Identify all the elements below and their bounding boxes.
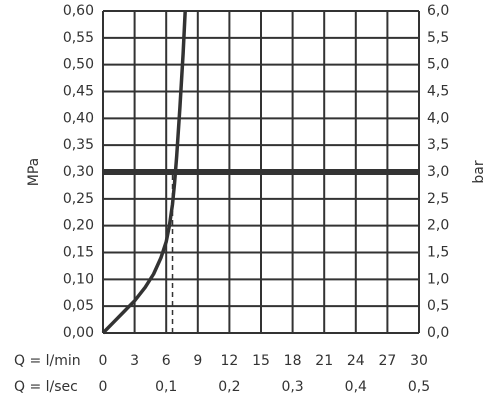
x-axis-lmin-tick-label: 21 [315,353,333,369]
right-axis-tick-label: 2,5 [427,191,449,207]
right-axis-title: bar [471,160,487,183]
x-axis-lmin-tick-label: 6 [162,353,171,369]
x-axis-lmin-tick-label: 24 [347,353,365,369]
left-axis-tick-label: 0,00 [63,325,94,341]
x-axis-lmin-tick-label: 0 [99,353,108,369]
x-axis-lsec-tick-label: 0 [99,379,108,395]
right-axis-tick-label: 4,0 [427,110,449,126]
series-line [101,10,187,335]
right-axis-tick-label: 6,0 [427,3,449,19]
x-axis-lmin-tick-label: 9 [193,353,202,369]
right-axis-tick-label: 5,0 [427,57,449,73]
right-axis-tick-label: 2,0 [427,218,449,234]
x-axis-lsec-prefix: Q = l/sec [14,379,78,395]
right-axis-tick-label: 4,5 [427,84,449,100]
left-axis-tick-label: 0,35 [63,137,94,153]
x-axis-lsec-tick-label: 0,2 [218,379,240,395]
left-axis-tick-label: 0,60 [63,3,94,19]
right-axis-tick-label: 3,0 [427,164,449,180]
right-axis-tick-label: 0,0 [427,325,449,341]
x-axis-lsec-tick-label: 0,4 [345,379,367,395]
left-axis-tick-label: 0,30 [63,164,94,180]
right-axis-tick-label: 5,5 [427,30,449,46]
x-axis-lsec-tick-label: 0,3 [281,379,303,395]
left-axis-tick-label: 0,55 [63,30,94,46]
plot-area [101,10,419,335]
right-axis-tick-label: 1,5 [427,245,449,261]
right-axis-tick-label: 0,5 [427,298,449,314]
left-axis-tick-label: 0,20 [63,218,94,234]
left-axis-tick-label: 0,25 [63,191,94,207]
left-axis-title: MPa [26,158,42,186]
x-axis-lmin-tick-label: 3 [130,353,139,369]
x-axis-lsec-tick-label: 0,1 [155,379,177,395]
x-axis-lsec-tick-label: 0,5 [408,379,430,395]
x-axis-lmin-tick-label: 12 [220,353,238,369]
axis-labels: 0,000,050,100,150,200,250,300,350,400,45… [14,3,487,395]
left-axis-tick-label: 0,45 [63,84,94,100]
left-axis-tick-label: 0,50 [63,57,94,73]
left-axis-tick-label: 0,10 [63,271,94,287]
x-axis-lmin-tick-label: 18 [284,353,302,369]
left-axis-tick-label: 0,05 [63,298,94,314]
x-axis-lmin-tick-label: 27 [378,353,396,369]
left-axis-tick-label: 0,40 [63,110,94,126]
x-axis-lmin-prefix: Q = l/min [14,353,81,369]
right-axis-tick-label: 3,5 [427,137,449,153]
left-axis-tick-label: 0,15 [63,245,94,261]
x-axis-lmin-tick-label: 15 [252,353,270,369]
x-axis-lmin-tick-label: 30 [410,353,428,369]
right-axis-tick-label: 1,0 [427,271,449,287]
